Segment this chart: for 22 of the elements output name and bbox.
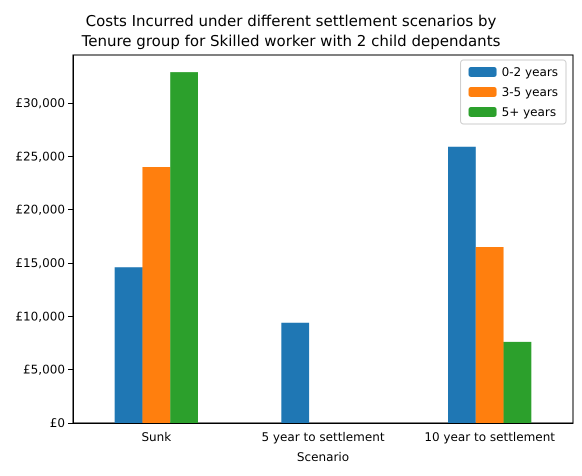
- chart-title: Costs Incurred under different settlement scenarios by Tenure group for Skilled worker with 2 child dependants: [80, 12, 501, 50]
- y-tick-label: £5,000: [23, 362, 65, 377]
- legend-label: 5+ years: [502, 105, 556, 119]
- y-tick-label: £25,000: [15, 149, 65, 164]
- bar: [170, 72, 198, 423]
- bar: [448, 146, 476, 423]
- bar: [476, 247, 504, 423]
- bar: [504, 342, 532, 423]
- y-tick-label: £30,000: [15, 96, 65, 110]
- bar: [114, 267, 142, 423]
- x-tick-label: 5 year to settlement: [261, 430, 385, 444]
- legend-label: 3-5 years: [502, 85, 558, 99]
- legend-label: 0-2 years: [502, 65, 558, 79]
- y-tick-label: £10,000: [15, 309, 65, 324]
- x-tick-label: 10 year to settlement: [424, 430, 556, 444]
- y-tick-label: £15,000: [15, 256, 65, 270]
- x-tick-label: Sunk: [141, 430, 172, 444]
- y-tick-label: £0: [50, 416, 65, 430]
- x-axis-title: Scenario: [296, 450, 350, 464]
- bar: [142, 167, 170, 423]
- bar: [281, 322, 310, 423]
- y-tick-label: £20,000: [15, 202, 65, 217]
